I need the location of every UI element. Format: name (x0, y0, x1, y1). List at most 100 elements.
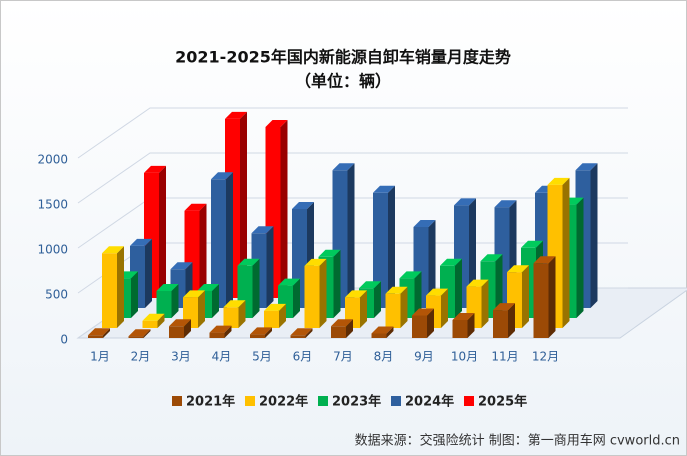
bar-front (412, 315, 427, 338)
bar-top (373, 185, 395, 193)
legend-label: 2021年 (186, 394, 235, 410)
bar-top (211, 172, 233, 180)
bar-side (333, 249, 341, 318)
bar-front (331, 326, 346, 338)
bar (211, 172, 233, 308)
bar-top (399, 271, 422, 279)
bar-top (466, 279, 489, 287)
bar-side (427, 308, 434, 338)
bar (304, 258, 327, 328)
grid-line (77, 152, 628, 204)
bar-top (278, 278, 300, 286)
legend-swatch (464, 396, 474, 406)
bar-side (495, 254, 503, 318)
bar-side (143, 329, 151, 338)
bar-side (305, 328, 313, 338)
x-tick-label: 3月 (171, 350, 191, 364)
bar-front (371, 333, 387, 338)
bar-side (184, 319, 191, 338)
bar-top (290, 328, 313, 336)
bar-top (223, 300, 246, 308)
bar (493, 303, 515, 338)
x-tick-label: 1月 (90, 350, 110, 364)
bar-top (130, 238, 152, 246)
legend-swatch (318, 396, 328, 406)
bar-top (128, 329, 151, 337)
bar-side (360, 290, 367, 328)
bar-front (142, 320, 158, 328)
bar-side (212, 284, 219, 318)
bar-side (240, 111, 247, 299)
bar (373, 185, 395, 308)
bar-front (88, 335, 103, 338)
chart-subtitle: （单位：辆） (295, 72, 391, 91)
bar-side (103, 328, 110, 338)
bar-side (508, 303, 515, 338)
y-tick-label: 2000 (37, 153, 68, 167)
y-tick-label: 1500 (37, 198, 68, 212)
bar-top (480, 254, 503, 262)
x-tick-label: 2月 (131, 350, 151, 364)
legend-label: 2023年 (332, 394, 381, 410)
legend-swatch (172, 396, 182, 406)
bar-side (224, 325, 232, 338)
bar (102, 246, 124, 328)
y-tick-label: 0 (60, 333, 68, 347)
bar (533, 256, 556, 338)
x-tick-label: 10月 (451, 350, 478, 364)
bar-side (562, 177, 570, 328)
bar-front (373, 192, 388, 308)
bar-top (250, 327, 272, 335)
bar-side (293, 278, 300, 318)
bar-top (547, 177, 570, 185)
bar-top (304, 258, 327, 266)
bar-top (292, 202, 314, 209)
bar-top (209, 325, 232, 333)
bar-top (144, 165, 166, 173)
bar-top (331, 319, 353, 327)
bar-front (493, 310, 508, 338)
bar (183, 290, 205, 328)
bar-side (347, 163, 355, 308)
y-tick-label: 1000 (37, 243, 68, 257)
bar-side (266, 226, 274, 308)
x-tick-label: 7月 (333, 350, 353, 364)
bar-side (117, 246, 124, 328)
bar-top (521, 240, 543, 248)
bar-side (441, 288, 448, 328)
bar-side (319, 258, 327, 328)
bar (142, 313, 165, 328)
bar-side (280, 120, 288, 298)
bar-front (250, 334, 265, 338)
bar-side (279, 303, 286, 328)
bar-front (156, 291, 172, 318)
bar-side (400, 286, 408, 328)
bar-top (345, 290, 367, 298)
bar-front (304, 265, 320, 328)
bar-top (170, 262, 193, 270)
bar-side (199, 203, 207, 298)
bar (466, 279, 489, 328)
bar (209, 325, 232, 338)
bar (331, 319, 353, 338)
bar-top (440, 258, 462, 266)
bar (169, 319, 191, 338)
bar-front (209, 332, 225, 338)
bar-top (452, 313, 475, 320)
bar-side (131, 271, 138, 318)
bar-top (332, 163, 355, 171)
bar-side (428, 220, 436, 308)
bar-top (385, 286, 408, 294)
bar-front (385, 293, 401, 328)
bar-front (169, 326, 184, 338)
bar-top (413, 220, 436, 227)
x-tick-label: 6月 (293, 350, 313, 364)
bar (250, 327, 272, 338)
bar-side (388, 185, 395, 308)
legend-label: 2025年 (478, 394, 527, 410)
bar-top (142, 313, 165, 321)
x-tick-label: 4月 (212, 350, 232, 364)
bar-side (455, 258, 462, 318)
bar-top (264, 303, 286, 311)
bar-top (265, 120, 288, 127)
